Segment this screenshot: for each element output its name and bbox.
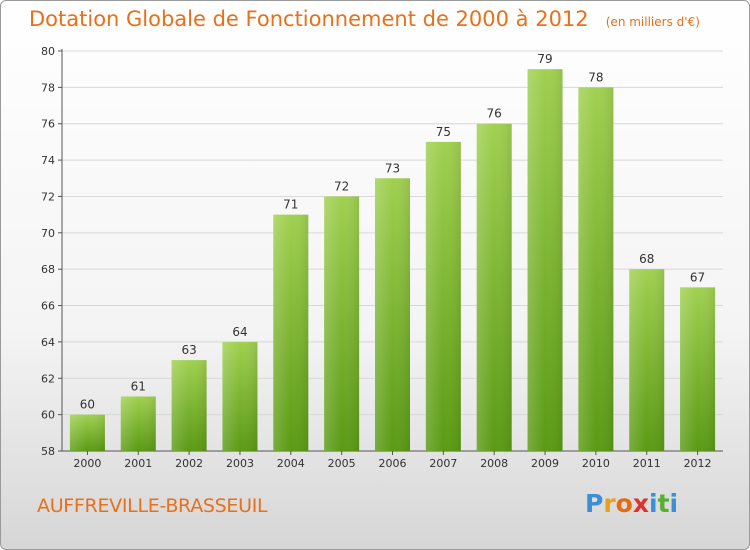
y-tick-label: 60 bbox=[41, 409, 55, 422]
logo-letter: r bbox=[603, 489, 616, 518]
bar-shine-2002 bbox=[171, 360, 207, 451]
chart-title-block: Dotation Globale de Fonctionnement de 20… bbox=[29, 7, 700, 31]
y-tick-label: 74 bbox=[41, 154, 55, 167]
data-label-2004: 71 bbox=[283, 198, 298, 212]
data-label-2001: 61 bbox=[131, 379, 146, 393]
bar-shine-2010 bbox=[578, 87, 614, 451]
bar-shine-2011 bbox=[629, 269, 665, 451]
x-tick-label-2002: 2002 bbox=[175, 457, 203, 470]
x-tick-label-2000: 2000 bbox=[73, 457, 101, 470]
x-tick-label-2012: 2012 bbox=[684, 457, 712, 470]
data-label-2009: 79 bbox=[537, 52, 552, 66]
y-tick-label: 68 bbox=[41, 263, 55, 276]
x-tick-label-2007: 2007 bbox=[429, 457, 457, 470]
chart-unit-note: (en milliers d'€) bbox=[605, 15, 700, 29]
proxiti-logo[interactable]: Proxiti bbox=[585, 489, 678, 518]
logo-letter: o bbox=[615, 489, 633, 518]
commune-name: AUFFREVILLE-BRASSEUIL bbox=[37, 495, 268, 517]
data-label-2008: 76 bbox=[487, 107, 502, 121]
x-tick-label-2001: 2001 bbox=[124, 457, 152, 470]
y-tick-label: 80 bbox=[41, 45, 55, 58]
labels: 58 60 62 64 66 68 70 72 74 76 78 80 60 2000 61 2001 63 20… bbox=[41, 45, 712, 470]
y-tick-label: 66 bbox=[41, 300, 55, 313]
bars bbox=[69, 69, 716, 452]
bar-shine-2004 bbox=[273, 214, 309, 451]
logo-letter: x bbox=[632, 489, 649, 518]
bar-shine-2006 bbox=[375, 178, 410, 452]
bar-shine-2007 bbox=[425, 141, 461, 451]
y-tick-label: 58 bbox=[41, 445, 55, 458]
x-tick-label-2011: 2011 bbox=[633, 457, 661, 470]
y-tick-label: 78 bbox=[41, 81, 55, 94]
logo-letter: P bbox=[585, 489, 604, 518]
data-label-2005: 72 bbox=[334, 179, 349, 193]
x-tick-label-2009: 2009 bbox=[531, 457, 559, 470]
data-label-2003: 64 bbox=[232, 325, 247, 339]
data-label-2002: 63 bbox=[181, 343, 196, 357]
x-tick-label-2006: 2006 bbox=[379, 457, 407, 470]
data-label-2011: 68 bbox=[639, 252, 654, 266]
y-tick-label: 76 bbox=[41, 118, 55, 131]
y-tick-label: 64 bbox=[41, 336, 55, 349]
data-label-2007: 75 bbox=[436, 125, 451, 139]
logo-letter: i bbox=[649, 489, 658, 518]
y-tick-label: 72 bbox=[41, 190, 55, 203]
bar-shine-2000 bbox=[69, 414, 105, 451]
data-label-2000: 60 bbox=[80, 398, 95, 412]
bar-shine-2003 bbox=[222, 341, 258, 451]
bar-shine-2001 bbox=[120, 396, 156, 451]
bar-shine-2005 bbox=[324, 196, 360, 451]
x-tick-label-2003: 2003 bbox=[226, 457, 254, 470]
y-tick-label: 62 bbox=[41, 372, 55, 385]
bar-shine-2008 bbox=[476, 123, 512, 452]
logo-letter: i bbox=[669, 489, 679, 518]
bar-shine-2012 bbox=[680, 287, 716, 451]
x-tick-label-2008: 2008 bbox=[480, 457, 508, 470]
data-label-2010: 78 bbox=[588, 70, 603, 84]
x-tick-label-2005: 2005 bbox=[328, 457, 356, 470]
bar-shine-2009 bbox=[527, 69, 563, 451]
logo-letter: t bbox=[657, 489, 670, 518]
x-tick-label-2010: 2010 bbox=[582, 457, 610, 470]
data-label-2012: 67 bbox=[690, 270, 705, 284]
data-label-2006: 73 bbox=[385, 161, 400, 175]
chart-title: Dotation Globale de Fonctionnement de 20… bbox=[29, 7, 589, 31]
y-tick-label: 70 bbox=[41, 227, 55, 240]
x-tick-label-2004: 2004 bbox=[277, 457, 305, 470]
